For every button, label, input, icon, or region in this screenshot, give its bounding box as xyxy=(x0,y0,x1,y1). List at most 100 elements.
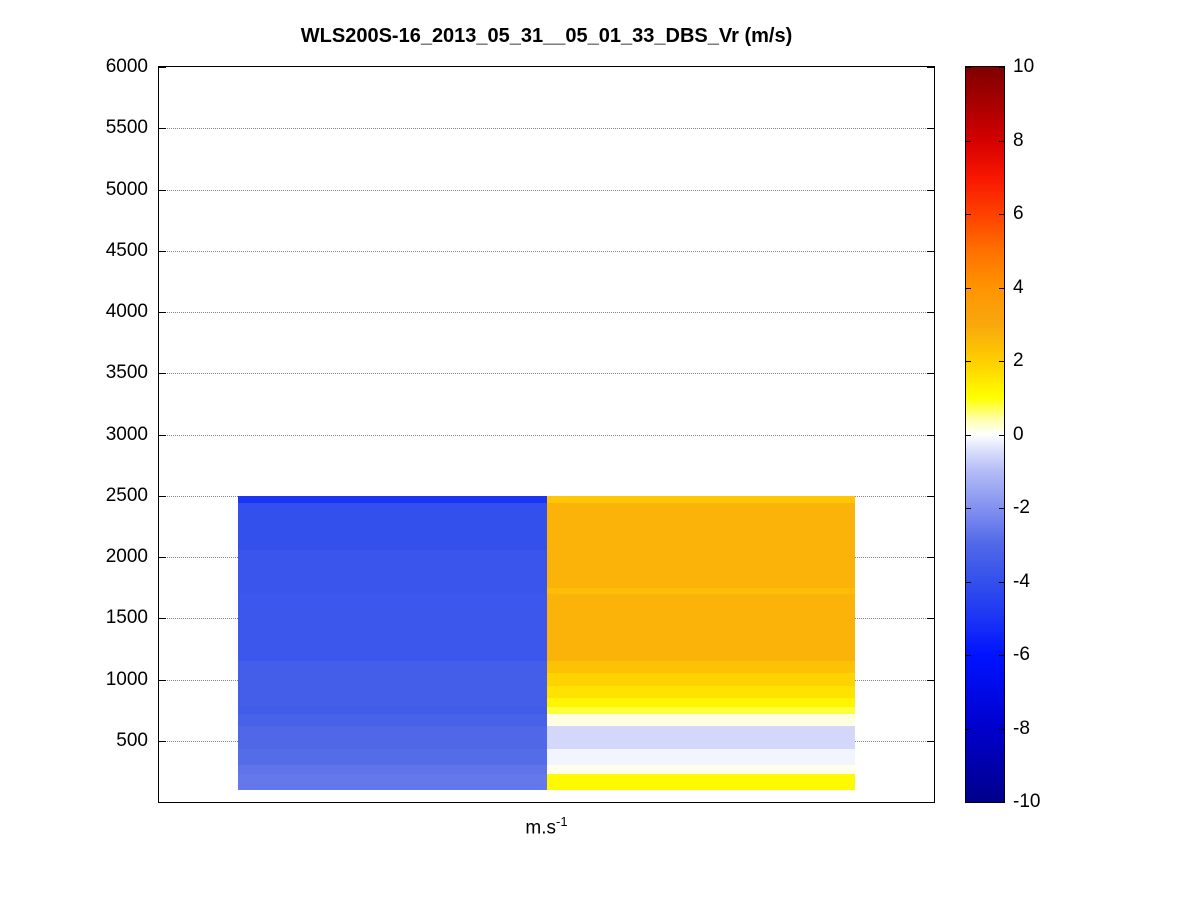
y-tick-mark xyxy=(927,190,934,191)
heatmap-cell xyxy=(238,549,547,589)
heatmap-cell xyxy=(547,673,856,687)
y-gridline xyxy=(159,312,934,313)
heatmap-cell xyxy=(238,495,547,504)
y-tick-mark xyxy=(159,251,166,252)
colorbar-tick-mark xyxy=(999,802,1004,803)
colorbar-tick-mark xyxy=(999,288,1004,289)
colorbar-tick-mark xyxy=(966,67,971,68)
y-tick-mark xyxy=(159,128,166,129)
heatmap-cell xyxy=(547,495,856,504)
y-gridline xyxy=(159,435,934,436)
colorbar-tick-mark xyxy=(966,435,971,436)
y-tick-label: 1000 xyxy=(105,669,148,690)
x-axis-label: m.s-1 xyxy=(158,814,935,839)
colorbar-tick-mark xyxy=(966,802,971,803)
y-tick-mark xyxy=(159,618,166,619)
colorbar-tick-mark xyxy=(966,508,971,509)
colorbar-tick-mark xyxy=(999,141,1004,142)
y-tick-mark xyxy=(927,435,934,436)
y-tick-label: 2000 xyxy=(105,546,148,567)
heatmap-cell xyxy=(547,685,856,699)
heatmap-cell xyxy=(238,773,547,791)
plot-area xyxy=(158,66,935,803)
y-tick-mark xyxy=(159,373,166,374)
colorbar-tick-label: 6 xyxy=(1013,203,1024,224)
y-gridline xyxy=(159,373,934,374)
heatmap-cell xyxy=(547,587,856,595)
colorbar-tick-mark xyxy=(966,582,971,583)
colorbar-tick-mark xyxy=(999,361,1004,362)
heatmap-cell xyxy=(238,593,547,662)
y-tick-mark xyxy=(927,557,934,558)
heatmap-cell xyxy=(547,593,856,662)
colorbar-tick-mark xyxy=(966,361,971,362)
heatmap-cell xyxy=(238,587,547,595)
colorbar-tick-label: -10 xyxy=(1013,791,1041,812)
colorbar-tick-label: 8 xyxy=(1013,130,1024,151)
y-tick-mark xyxy=(927,251,934,252)
colorbar-tick-label: 0 xyxy=(1013,424,1024,445)
heatmap-cell xyxy=(547,749,856,766)
colorbar-tick-label: 2 xyxy=(1013,350,1024,371)
y-tick-label: 4000 xyxy=(105,301,148,322)
y-tick-mark xyxy=(927,312,934,313)
heatmap-cell xyxy=(547,726,856,750)
heatmap-cell xyxy=(547,549,856,589)
heatmap-cell xyxy=(238,726,547,750)
colorbar-tick-mark xyxy=(966,141,971,142)
heatmap-cell xyxy=(238,765,547,775)
colorbar-tick-mark xyxy=(999,729,1004,730)
y-tick-mark xyxy=(927,373,934,374)
heatmap-cell xyxy=(547,697,856,708)
y-tick-mark xyxy=(927,618,934,619)
colorbar-tick-mark xyxy=(966,729,971,730)
y-gridline xyxy=(159,251,934,252)
colorbar-tick-mark xyxy=(999,435,1004,436)
y-tick-mark xyxy=(159,557,166,558)
y-tick-label: 500 xyxy=(116,730,148,751)
y-tick-label: 4500 xyxy=(105,240,148,261)
y-tick-mark xyxy=(927,741,934,742)
colorbar-tick-label: -8 xyxy=(1013,718,1030,739)
y-tick-label: 5500 xyxy=(105,117,148,138)
y-gridline xyxy=(159,190,934,191)
y-tick-mark xyxy=(159,67,166,68)
y-tick-mark xyxy=(927,496,934,497)
heatmap-cell xyxy=(547,503,856,551)
heatmap-cell xyxy=(238,749,547,766)
heatmap-cell xyxy=(547,713,856,727)
colorbar-tick-label: -4 xyxy=(1013,571,1030,592)
heatmap-cell xyxy=(547,773,856,791)
heatmap-cell xyxy=(547,765,856,775)
colorbar-tick-mark xyxy=(999,214,1004,215)
y-tick-mark xyxy=(159,190,166,191)
x-axis-unit-exponent: -1 xyxy=(556,814,568,829)
y-tick-mark xyxy=(159,680,166,681)
heatmap-cell xyxy=(238,706,547,715)
heatmap-cell xyxy=(238,661,547,674)
y-tick-mark xyxy=(159,741,166,742)
colorbar-tick-mark xyxy=(966,214,971,215)
colorbar-tick-mark xyxy=(999,582,1004,583)
colorbar-tick-mark xyxy=(999,508,1004,509)
heatmap-cell xyxy=(547,706,856,715)
colorbar-tick-label: 10 xyxy=(1013,56,1035,77)
y-tick-mark xyxy=(927,128,934,129)
heatmap-cell xyxy=(238,673,547,687)
chart-title: WLS200S-16_2013_05_31__05_01_33_DBS_Vr (… xyxy=(300,25,793,47)
colorbar-tick-label: -2 xyxy=(1013,497,1030,518)
heatmap-cell xyxy=(238,685,547,699)
colorbar-tick-mark xyxy=(999,655,1004,656)
y-tick-label: 2500 xyxy=(105,485,148,506)
colorbar xyxy=(965,66,1005,803)
y-tick-mark xyxy=(927,67,934,68)
colorbar-tick-label: 4 xyxy=(1013,277,1024,298)
colorbar-tick-mark xyxy=(966,288,971,289)
y-tick-label: 6000 xyxy=(105,56,148,77)
y-tick-mark xyxy=(159,496,166,497)
y-tick-mark xyxy=(927,680,934,681)
y-tick-label: 3500 xyxy=(105,362,148,383)
colorbar-tick-label: -6 xyxy=(1013,644,1030,665)
y-gridline xyxy=(159,128,934,129)
